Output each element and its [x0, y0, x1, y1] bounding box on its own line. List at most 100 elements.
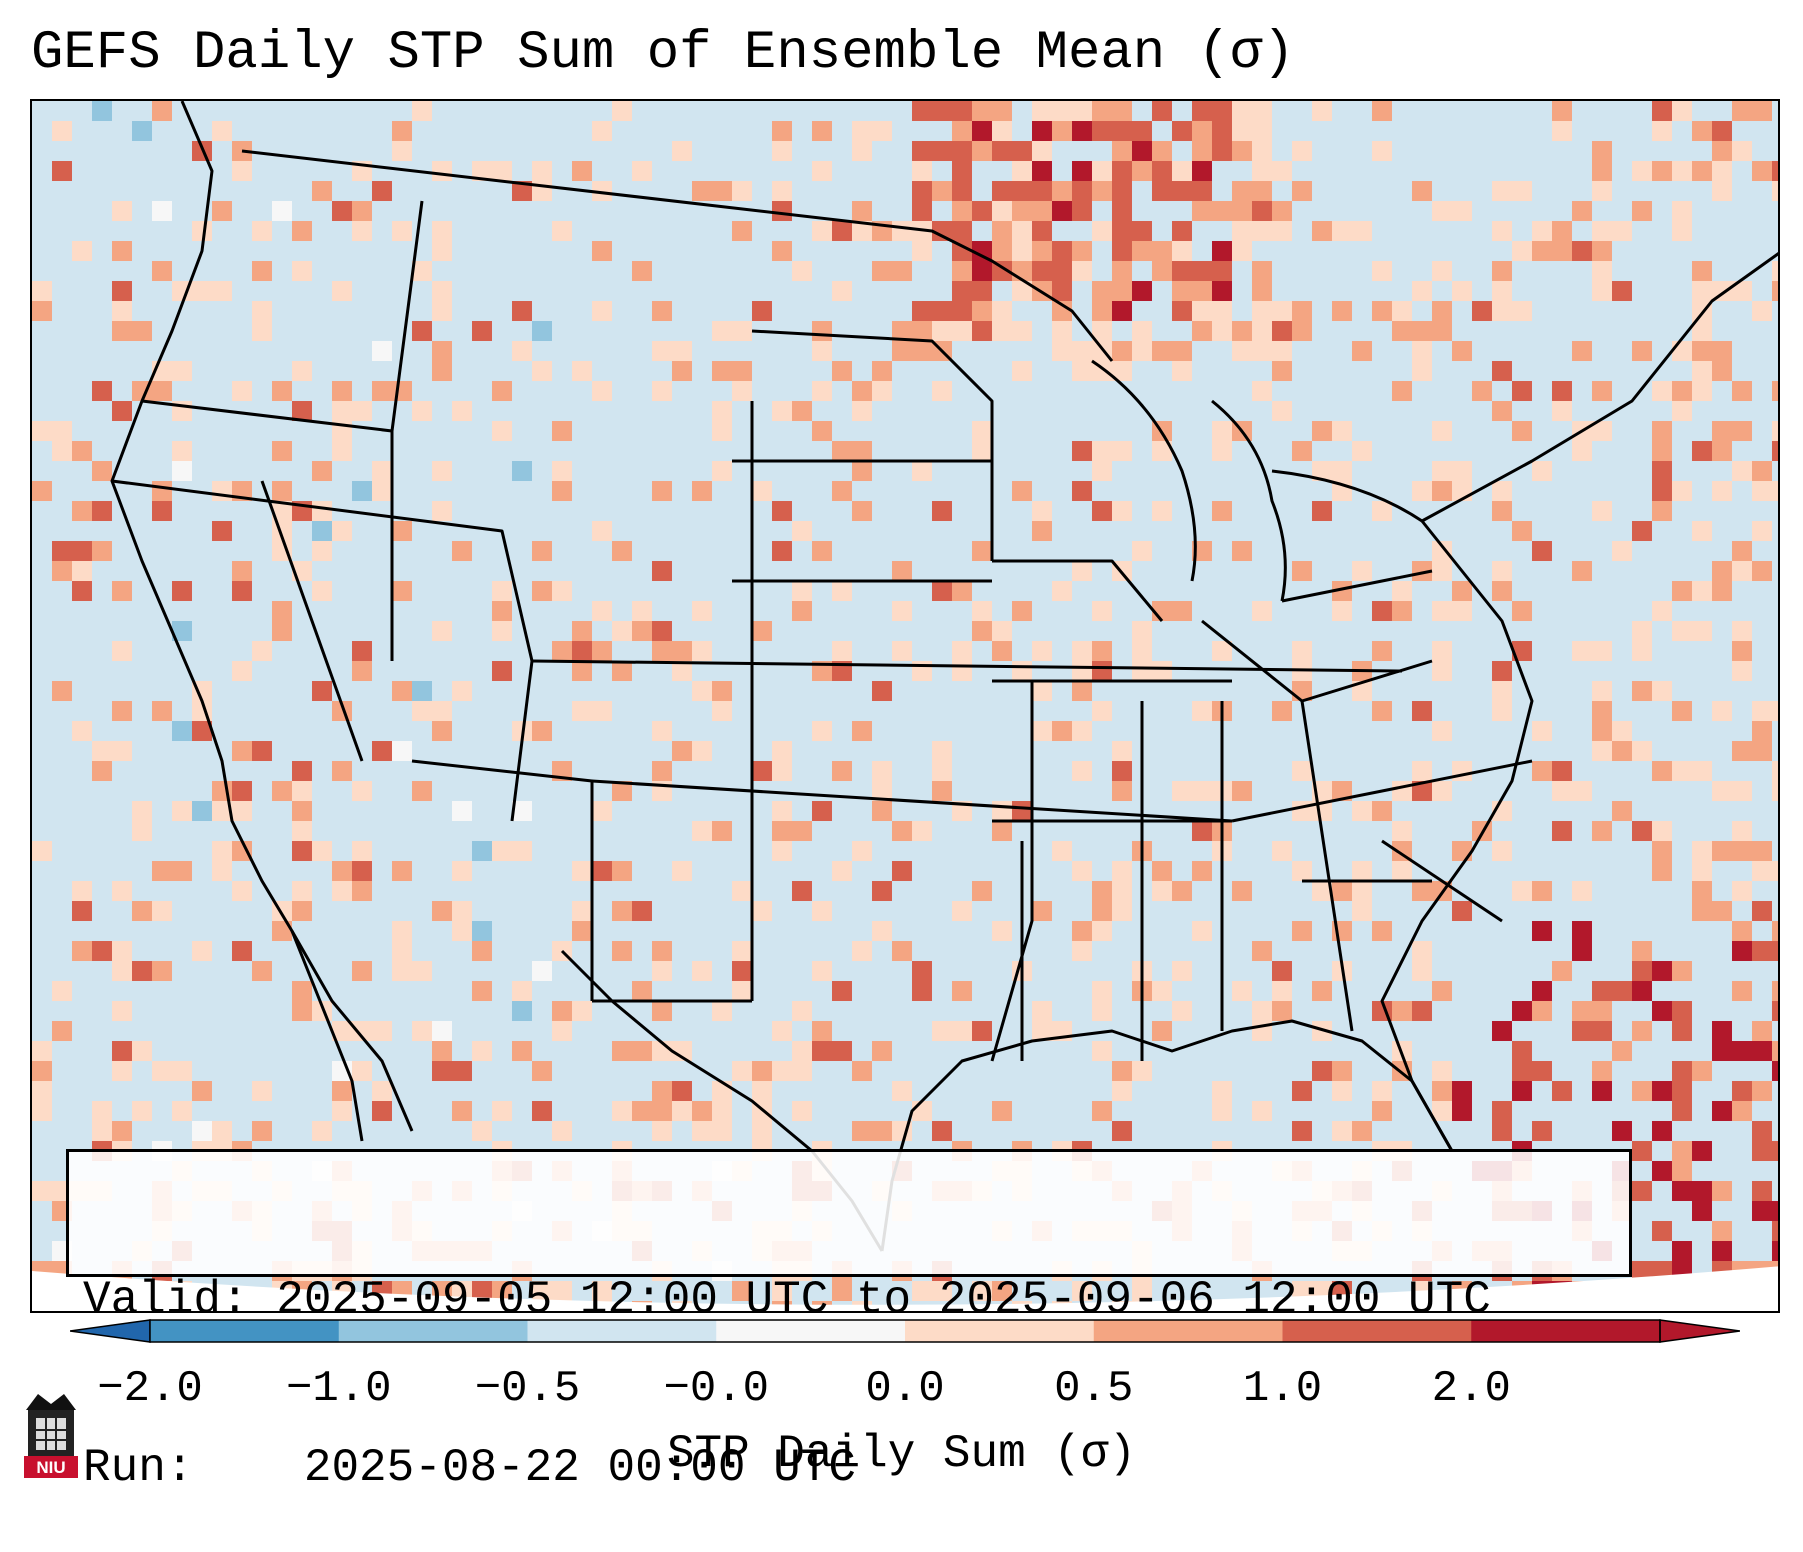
stp-cell	[592, 601, 612, 621]
stp-cell	[1252, 341, 1272, 361]
stp-cell	[652, 721, 672, 741]
stp-cell	[572, 361, 592, 381]
stp-cell	[1172, 261, 1192, 281]
stp-cell	[652, 381, 672, 401]
stp-cell	[1072, 241, 1092, 261]
stp-cell	[1612, 541, 1632, 561]
stp-cell	[1612, 1121, 1632, 1141]
stp-cell	[592, 641, 612, 661]
stp-cell	[552, 481, 572, 501]
stp-cell	[812, 1021, 832, 1041]
stp-cell	[232, 581, 252, 601]
stp-cell	[172, 861, 192, 881]
stp-cell	[1532, 221, 1552, 241]
stp-cell	[1372, 501, 1392, 521]
stp-cell	[1292, 1081, 1312, 1101]
stp-cell	[1032, 181, 1052, 201]
stp-cell	[1572, 641, 1592, 661]
stp-cell	[1692, 881, 1712, 901]
stp-cell	[112, 241, 132, 261]
stp-cell	[1412, 761, 1432, 781]
stp-cell	[492, 421, 512, 441]
stp-cell	[172, 1101, 192, 1121]
stp-cell	[1112, 1121, 1132, 1141]
stp-cell	[252, 641, 272, 661]
stp-cell	[32, 1041, 52, 1061]
stp-cell	[492, 381, 512, 401]
stp-cell	[1232, 101, 1252, 121]
stp-cell	[1392, 781, 1412, 801]
stp-cell	[552, 641, 572, 661]
stp-anomaly-grid	[32, 101, 1778, 1311]
stp-cell	[552, 1121, 572, 1141]
stp-cell	[832, 861, 852, 881]
stp-cell	[432, 701, 452, 721]
stp-cell	[1452, 1081, 1472, 1101]
stp-cell	[432, 1061, 452, 1081]
stp-cell	[1692, 281, 1712, 301]
stp-cell	[272, 781, 292, 801]
stp-cell	[772, 141, 792, 161]
stp-cell	[132, 821, 152, 841]
stp-cell	[652, 481, 672, 501]
stp-cell	[1232, 981, 1252, 1001]
stp-cell	[492, 621, 512, 641]
stp-cell	[912, 241, 932, 261]
stp-cell	[1252, 181, 1272, 201]
stp-cell	[1052, 281, 1072, 301]
stp-cell	[1752, 481, 1772, 501]
stp-cell	[932, 181, 952, 201]
stp-cell	[1652, 1121, 1672, 1141]
stp-cell	[1112, 101, 1132, 121]
stp-cell	[1052, 241, 1072, 261]
stp-cell	[1652, 101, 1672, 121]
stp-cell	[152, 961, 172, 981]
stp-cell	[1152, 101, 1172, 121]
stp-cell	[1312, 461, 1332, 481]
stp-cell	[752, 1061, 772, 1081]
stp-cell	[652, 1121, 672, 1141]
stp-cell	[692, 641, 712, 661]
stp-cell	[432, 301, 452, 321]
stp-cell	[1672, 221, 1692, 241]
stp-cell	[312, 541, 332, 561]
stp-cell	[1112, 1061, 1132, 1081]
stp-cell	[1212, 1081, 1232, 1101]
stp-cell	[1072, 941, 1092, 961]
stp-cell	[772, 201, 792, 221]
stp-cell	[992, 1101, 1012, 1121]
stp-cell	[672, 361, 692, 381]
stp-cell	[532, 1061, 552, 1081]
stp-cell	[612, 901, 632, 921]
stp-cell	[1672, 1061, 1692, 1081]
stp-cell	[912, 461, 932, 481]
stp-cell	[1012, 321, 1032, 341]
stp-cell	[932, 101, 952, 121]
stp-cell	[812, 161, 832, 181]
stp-cell	[1152, 981, 1172, 1001]
colorbar-bin	[1471, 1320, 1661, 1342]
stp-cell	[1092, 601, 1112, 621]
stp-cell	[512, 1001, 532, 1021]
stp-cell	[792, 1061, 812, 1081]
stp-cell	[32, 841, 52, 861]
stp-cell	[1692, 321, 1712, 341]
stp-cell	[672, 861, 692, 881]
stp-cell	[1272, 701, 1292, 721]
stp-cell	[552, 1021, 572, 1041]
stp-cell	[1592, 141, 1612, 161]
stp-cell	[1192, 121, 1212, 141]
stp-cell	[772, 181, 792, 201]
stp-cell	[1272, 341, 1292, 361]
stp-cell	[1172, 1001, 1192, 1021]
stp-cell	[392, 521, 412, 541]
stp-cell	[672, 641, 692, 661]
stp-cell	[352, 841, 372, 861]
stp-cell	[1252, 301, 1272, 321]
stp-cell	[292, 821, 312, 841]
stp-cell	[1132, 321, 1152, 341]
stp-cell	[592, 521, 612, 541]
stp-cell	[352, 401, 372, 421]
stp-cell	[52, 441, 72, 461]
stp-cell	[732, 1061, 752, 1081]
